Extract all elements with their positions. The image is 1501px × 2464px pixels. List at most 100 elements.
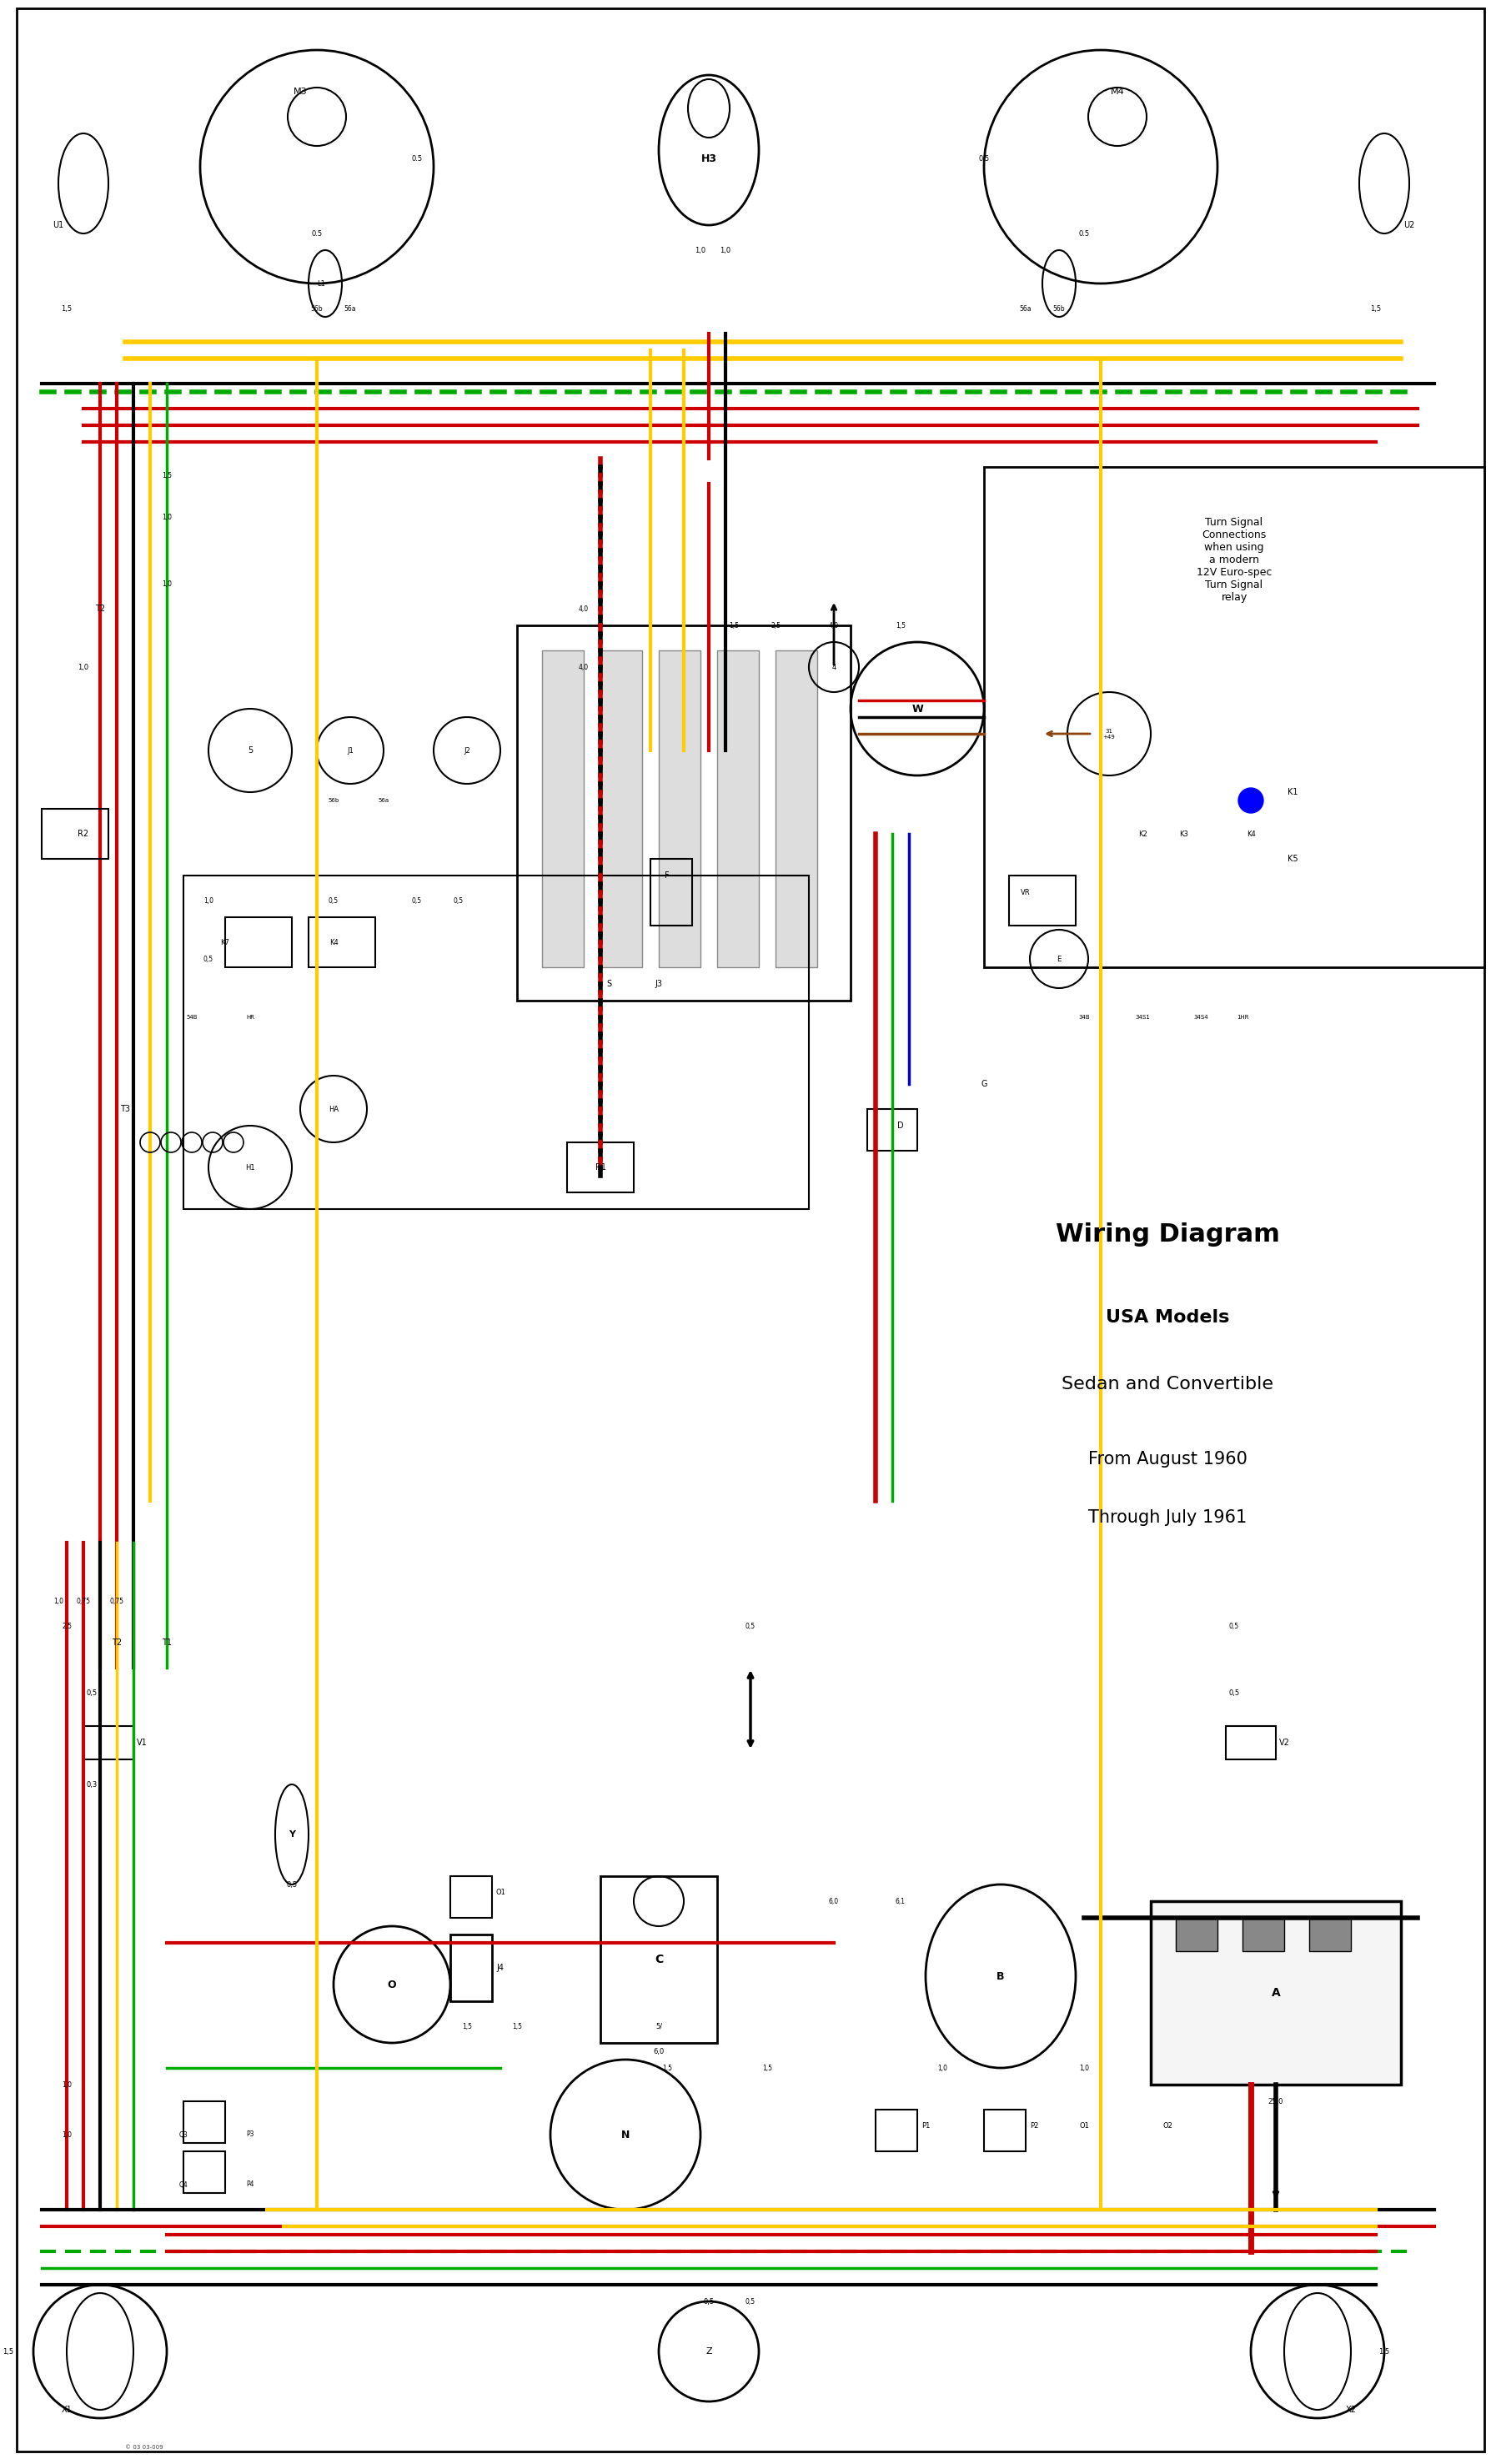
Bar	[225, 917, 291, 968]
Text: 0,5: 0,5	[86, 1688, 98, 1695]
Text: P4: P4	[246, 2181, 254, 2188]
Bar	[868, 1109, 917, 1151]
Text: P2: P2	[1030, 2122, 1039, 2129]
Text: Turn Signal
Connections
when using
a modern
12V Euro-spec
Turn Signal
relay: Turn Signal Connections when using a mod…	[1196, 517, 1271, 604]
Text: 0,5: 0,5	[704, 2296, 714, 2306]
Text: 1,5: 1,5	[3, 2348, 14, 2356]
Bar	[659, 650, 701, 968]
Text: 56a: 56a	[344, 306, 356, 313]
Text: 4,0: 4,0	[579, 663, 588, 670]
Text: 1,5: 1,5	[729, 621, 738, 628]
Text: 1,5: 1,5	[162, 471, 171, 478]
Text: R2: R2	[78, 830, 89, 838]
Bar	[84, 1727, 134, 1759]
Text: 1HR: 1HR	[1237, 1015, 1249, 1020]
Text: D: D	[898, 1121, 904, 1131]
Text: K4: K4	[1246, 830, 1255, 838]
Text: V1: V1	[137, 1740, 147, 1747]
Text: K1: K1	[1288, 788, 1298, 796]
Text: K7: K7	[221, 939, 230, 946]
Text: O1: O1	[1079, 2122, 1090, 2129]
Text: K4: K4	[329, 939, 338, 946]
Text: A: A	[1271, 1986, 1280, 1998]
Text: X1: X1	[62, 2405, 72, 2415]
Text: W: W	[911, 702, 923, 715]
Text: 0,3: 0,3	[86, 1781, 98, 1789]
Bar	[600, 1875, 717, 2043]
Text: 0,5: 0,5	[1229, 1621, 1240, 1629]
Text: F: F	[665, 872, 669, 880]
Text: 6,1: 6,1	[896, 1897, 905, 1905]
Text: 0.5: 0.5	[979, 155, 989, 163]
Text: T2: T2	[95, 604, 105, 614]
Text: O2: O2	[1162, 2122, 1172, 2129]
Text: 56b: 56b	[1052, 306, 1066, 313]
Text: From August 1960: From August 1960	[1088, 1451, 1247, 1469]
Text: 1,0: 1,0	[695, 246, 705, 254]
Bar	[1243, 1917, 1285, 1951]
Text: 56b: 56b	[329, 798, 339, 803]
Bar	[450, 1934, 492, 2001]
Text: 1,5: 1,5	[1370, 306, 1381, 313]
Text: K5: K5	[1288, 855, 1298, 862]
Bar	[516, 626, 851, 1000]
Text: 31
+49: 31 +49	[1103, 729, 1115, 739]
Text: 2,5: 2,5	[62, 1621, 72, 1629]
Bar	[776, 650, 817, 968]
Text: Y: Y	[288, 1831, 296, 1838]
Text: 56a: 56a	[1019, 306, 1031, 313]
Text: 0,5: 0,5	[204, 956, 213, 963]
Text: 34B: 34B	[1078, 1015, 1090, 1020]
Text: 1,5: 1,5	[62, 306, 72, 313]
Text: VR: VR	[1021, 890, 1031, 897]
Text: O: O	[387, 1979, 396, 1991]
Text: R1: R1	[594, 1163, 606, 1170]
Bar	[717, 650, 760, 968]
Bar	[985, 468, 1484, 968]
Bar	[1226, 1727, 1276, 1759]
Text: 6,0: 6,0	[829, 1897, 839, 1905]
Text: 0,75: 0,75	[77, 1597, 90, 1604]
Text: 1,0: 1,0	[162, 513, 171, 520]
Text: 1,5: 1,5	[462, 2023, 471, 2030]
Text: 0,5: 0,5	[329, 897, 339, 904]
Text: 0,5: 0,5	[411, 897, 422, 904]
Bar	[600, 650, 642, 968]
Text: 1,5: 1,5	[763, 2065, 772, 2072]
Text: Q4: Q4	[179, 2181, 188, 2188]
Text: M4: M4	[1111, 89, 1124, 96]
Text: 1,0: 1,0	[78, 663, 89, 670]
Text: K3: K3	[1180, 830, 1189, 838]
Text: 1,0: 1,0	[204, 897, 213, 904]
Text: J2: J2	[464, 747, 470, 754]
Text: E: E	[1057, 956, 1061, 963]
Text: HA: HA	[329, 1106, 339, 1114]
Text: L1: L1	[317, 281, 326, 288]
Text: 4,0: 4,0	[829, 621, 839, 628]
Text: 5: 5	[248, 747, 252, 754]
Text: T1: T1	[162, 1639, 171, 1646]
Text: J4: J4	[497, 1964, 504, 1971]
Text: 1,0: 1,0	[62, 2082, 72, 2089]
Text: H1: H1	[245, 1163, 255, 1170]
Text: Wiring Diagram: Wiring Diagram	[1055, 1222, 1279, 1247]
Text: 0,5: 0,5	[746, 1621, 755, 1629]
Text: 1,5: 1,5	[1379, 2348, 1390, 2356]
Text: 1,0: 1,0	[62, 2131, 72, 2139]
Text: 4,0: 4,0	[579, 606, 588, 614]
Text: V2: V2	[1279, 1740, 1289, 1747]
Text: 0,5: 0,5	[746, 2296, 755, 2306]
Bar	[542, 650, 584, 968]
Text: HR: HR	[246, 1015, 254, 1020]
Text: Sedan and Convertible: Sedan and Convertible	[1061, 1375, 1273, 1392]
Text: N: N	[621, 2129, 630, 2141]
Text: 1,5: 1,5	[662, 2065, 672, 2072]
Text: 1,0: 1,0	[937, 2065, 947, 2072]
Text: 0,5: 0,5	[1229, 1688, 1240, 1695]
Text: 25,0: 25,0	[1268, 2097, 1283, 2104]
Text: G: G	[980, 1079, 988, 1089]
Bar	[1309, 1917, 1351, 1951]
Text: 0.5: 0.5	[411, 155, 422, 163]
Text: 6,0: 6,0	[653, 2048, 665, 2055]
Bar	[1175, 1917, 1217, 1951]
